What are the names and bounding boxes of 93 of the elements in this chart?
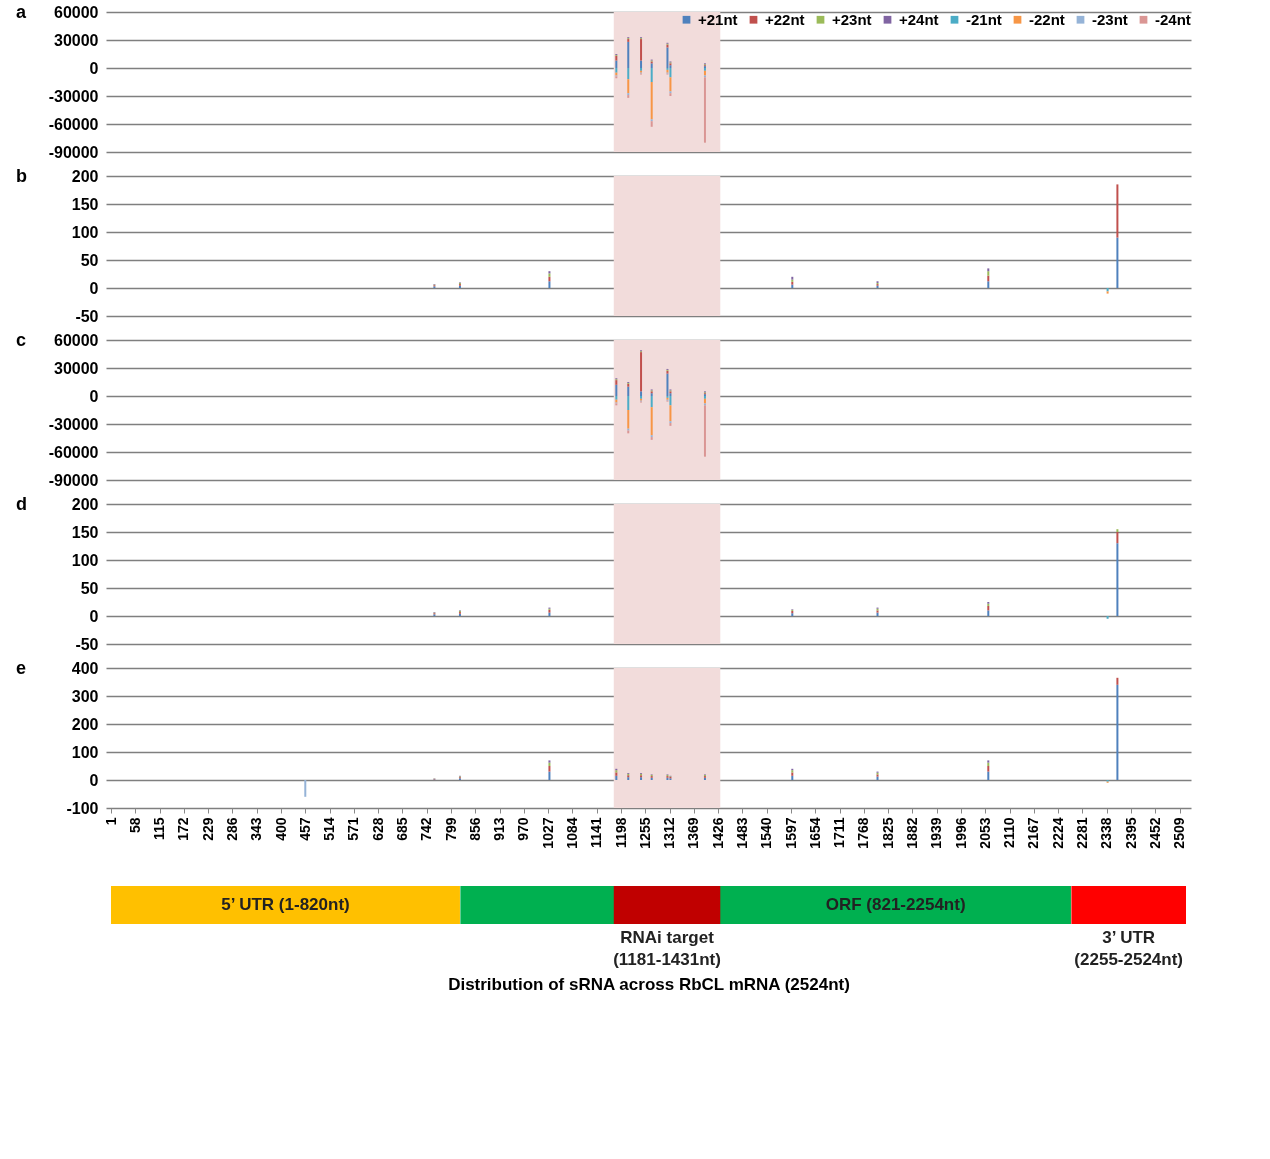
x-tick-label: 2338 bbox=[1098, 817, 1115, 849]
x-tick-label: 1027 bbox=[539, 817, 556, 849]
x-tick-label: 1426 bbox=[709, 817, 726, 849]
x-tick-label: 58 bbox=[126, 817, 143, 834]
y-tick-label: -90000 bbox=[48, 143, 99, 161]
legend-label: +24nt bbox=[899, 10, 939, 28]
x-tick-label: 1768 bbox=[855, 817, 872, 849]
y-tick-label: 100 bbox=[71, 743, 99, 761]
x-tick-label: 286 bbox=[223, 817, 240, 841]
x-tick-label: 1825 bbox=[879, 817, 896, 849]
chart-title: c bbox=[16, 330, 27, 350]
chart-title: b bbox=[16, 166, 27, 186]
x-tick-label: 1141 bbox=[588, 817, 605, 848]
x-tick-label: 172 bbox=[175, 817, 192, 841]
y-tick-label: 100 bbox=[71, 551, 99, 569]
y-tick-label: 200 bbox=[71, 167, 99, 185]
y-tick-label: 30000 bbox=[54, 31, 99, 49]
x-tick-label: 1996 bbox=[952, 817, 969, 849]
x-tick-label: 2110 bbox=[1001, 817, 1018, 848]
y-tick-label: 0 bbox=[89, 59, 99, 77]
x-tick-label: 514 bbox=[321, 817, 338, 841]
x-tick-label: 1 bbox=[102, 817, 119, 826]
x-tick-label: 2053 bbox=[976, 817, 993, 849]
y-tick-label: 30000 bbox=[54, 359, 99, 377]
y-tick-label: -50 bbox=[75, 307, 99, 325]
text: ORF (821-2254nt) bbox=[825, 895, 966, 914]
x-tick-label: 400 bbox=[272, 817, 289, 841]
x-tick-label: 1654 bbox=[806, 817, 823, 849]
x-tick-label: 856 bbox=[466, 817, 483, 841]
x-tick-label: 2395 bbox=[1122, 817, 1139, 849]
y-tick-label: 100 bbox=[71, 223, 99, 241]
x-tick-label: 115 bbox=[151, 817, 168, 841]
legend-label: -24nt bbox=[1155, 10, 1191, 28]
chart-title: d bbox=[16, 494, 27, 514]
legend-label: +22nt bbox=[765, 10, 805, 28]
legend-label: -23nt bbox=[1092, 10, 1128, 28]
x-tick-label: 1198 bbox=[612, 817, 629, 848]
y-tick-label: 60000 bbox=[54, 331, 99, 349]
x-tick-label: 1084 bbox=[563, 817, 580, 849]
y-tick-label: -100 bbox=[66, 799, 99, 817]
x-tick-label: 742 bbox=[418, 817, 435, 841]
y-tick-label: 150 bbox=[71, 195, 99, 213]
y-tick-label: 200 bbox=[71, 495, 99, 513]
x-tick-label: 1312 bbox=[661, 817, 678, 849]
x-tick-label: 913 bbox=[491, 817, 508, 841]
y-tick-label: 400 bbox=[71, 659, 99, 677]
x-tick-label: 685 bbox=[393, 817, 410, 841]
x-tick-label: 1597 bbox=[782, 817, 799, 849]
x-axis-title: Distribution of sRNA across RbCL mRNA (2524nt) bbox=[448, 974, 850, 994]
x-tick-label: 1540 bbox=[758, 817, 775, 849]
x-tick-label: 1369 bbox=[685, 817, 702, 849]
legend-label: -22nt bbox=[1029, 10, 1065, 28]
x-tick-label: 628 bbox=[369, 817, 386, 841]
y-tick-label: 50 bbox=[80, 251, 99, 269]
x-tick-label: 343 bbox=[248, 817, 265, 841]
y-tick-label: -90000 bbox=[48, 471, 99, 489]
x-tick-label: 2167 bbox=[1025, 817, 1042, 849]
y-tick-label: 300 bbox=[71, 687, 99, 705]
chart-title: a bbox=[16, 2, 27, 22]
y-tick-label: -30000 bbox=[48, 415, 99, 433]
x-tick-label: 1711 bbox=[831, 817, 848, 848]
x-tick-label: 799 bbox=[442, 817, 459, 841]
x-tick-label: 457 bbox=[296, 817, 313, 841]
y-tick-label: -60000 bbox=[48, 115, 99, 133]
y-tick-label: 200 bbox=[71, 715, 99, 733]
y-tick-label: 50 bbox=[80, 579, 99, 597]
y-tick-label: 0 bbox=[89, 279, 99, 297]
y-tick-label: -60000 bbox=[48, 443, 99, 461]
y-tick-label: 0 bbox=[89, 771, 99, 789]
legend-label: -21nt bbox=[966, 10, 1002, 28]
x-tick-label: 1882 bbox=[903, 817, 920, 849]
x-tick-label: 1255 bbox=[636, 817, 653, 849]
y-tick-label: 150 bbox=[71, 523, 99, 541]
legend-label: +21nt bbox=[698, 10, 738, 28]
x-tick-label: 571 bbox=[345, 817, 362, 841]
y-tick-label: -30000 bbox=[48, 87, 99, 105]
text: 3’ UTR (2255-2524nt) bbox=[1074, 928, 1184, 969]
y-tick-label: 60000 bbox=[54, 3, 99, 21]
legend-label: +23nt bbox=[832, 10, 872, 28]
y-tick-label: 0 bbox=[89, 387, 99, 405]
text: RNAi target (1181-1431nt) bbox=[613, 928, 721, 969]
y-tick-label: 0 bbox=[89, 607, 99, 625]
x-tick-label: 2281 bbox=[1073, 817, 1090, 849]
y-tick-label: -50 bbox=[75, 635, 99, 653]
chart-title: e bbox=[16, 658, 27, 678]
x-tick-label: 970 bbox=[515, 817, 532, 841]
x-tick-label: 2224 bbox=[1049, 817, 1066, 849]
x-tick-label: 1939 bbox=[928, 817, 945, 849]
text: 5’ UTR (1-820nt) bbox=[221, 895, 350, 914]
x-tick-label: 2509 bbox=[1171, 817, 1188, 849]
x-tick-label: 1483 bbox=[733, 817, 750, 849]
x-tick-label: 2452 bbox=[1146, 817, 1163, 849]
x-tick-label: 229 bbox=[199, 817, 216, 841]
